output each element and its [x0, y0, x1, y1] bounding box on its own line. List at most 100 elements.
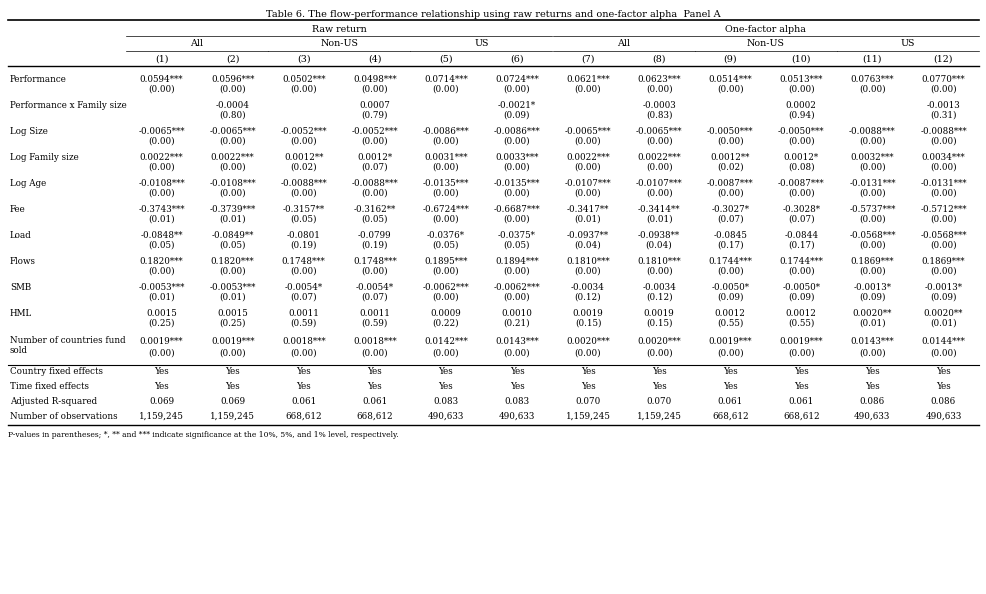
Text: -0.0054*: -0.0054* [355, 283, 393, 292]
Text: Yes: Yes [935, 382, 950, 391]
Text: -0.0087***: -0.0087*** [777, 179, 823, 188]
Text: Yes: Yes [651, 382, 666, 391]
Text: (0.17): (0.17) [716, 241, 742, 249]
Text: -0.0050*: -0.0050* [782, 283, 819, 292]
Text: (0.00): (0.00) [432, 349, 458, 358]
Text: 0.0514***: 0.0514*** [708, 74, 751, 84]
Text: 0.083: 0.083 [433, 397, 458, 406]
Text: -0.0568***: -0.0568*** [919, 230, 965, 239]
Text: (0.00): (0.00) [858, 84, 884, 93]
Text: 0.0011: 0.0011 [288, 308, 318, 318]
Text: (0.00): (0.00) [503, 214, 529, 223]
Text: -0.0849**: -0.0849** [211, 230, 253, 239]
Text: 1,159,245: 1,159,245 [565, 412, 610, 421]
Text: (0.59): (0.59) [290, 318, 317, 327]
Text: 668,612: 668,612 [285, 412, 321, 421]
Text: Log Family size: Log Family size [10, 153, 79, 162]
Text: (0.00): (0.00) [148, 349, 175, 358]
Text: Yes: Yes [438, 367, 453, 376]
Text: (0.15): (0.15) [574, 318, 600, 327]
Text: (0.00): (0.00) [219, 188, 246, 197]
Text: -0.0065***: -0.0065*** [564, 127, 610, 135]
Text: (0.05): (0.05) [361, 214, 387, 223]
Text: 0.0009: 0.0009 [430, 308, 460, 318]
Text: -0.0062***: -0.0062*** [493, 283, 539, 292]
Text: (0.01): (0.01) [645, 214, 671, 223]
Text: (0.00): (0.00) [148, 163, 175, 172]
Text: (0.00): (0.00) [148, 137, 175, 146]
Text: (0.07): (0.07) [290, 292, 317, 302]
Text: 0.070: 0.070 [575, 397, 600, 406]
Text: (0.00): (0.00) [432, 267, 458, 276]
Text: -0.6724***: -0.6724*** [422, 204, 468, 213]
Text: 0.086: 0.086 [859, 397, 884, 406]
Text: (0.00): (0.00) [858, 163, 884, 172]
Text: -0.0013*: -0.0013* [924, 283, 961, 292]
Text: (0.00): (0.00) [858, 267, 884, 276]
Text: (0.07): (0.07) [787, 214, 813, 223]
Text: (0.00): (0.00) [858, 188, 884, 197]
Text: 0.0019***: 0.0019*** [140, 337, 183, 346]
Text: Fee: Fee [10, 204, 26, 213]
Text: (0.01): (0.01) [574, 214, 600, 223]
Text: -0.0088***: -0.0088*** [280, 179, 326, 188]
Text: Yes: Yes [935, 367, 950, 376]
Text: -0.0086***: -0.0086*** [422, 127, 468, 135]
Text: Adjusted R-squared: Adjusted R-squared [10, 397, 97, 406]
Text: 0.0019***: 0.0019*** [708, 337, 751, 346]
Text: (0.25): (0.25) [219, 318, 246, 327]
Text: P-values in parentheses; *, ** and *** indicate significance at the 10%, 5%, and: P-values in parentheses; *, ** and *** i… [8, 431, 398, 439]
Text: -0.3743***: -0.3743*** [138, 204, 184, 213]
Text: Yes: Yes [296, 382, 311, 391]
Text: -0.0568***: -0.0568*** [848, 230, 894, 239]
Text: -0.0013: -0.0013 [926, 100, 959, 109]
Text: -0.0021*: -0.0021* [497, 100, 535, 109]
Text: (0.00): (0.00) [716, 267, 742, 276]
Text: (0.05): (0.05) [503, 241, 529, 249]
Text: Yes: Yes [793, 382, 808, 391]
Text: -0.0034: -0.0034 [571, 283, 604, 292]
Text: (0.00): (0.00) [432, 292, 458, 302]
Text: 0.0502***: 0.0502*** [282, 74, 325, 84]
Text: (0.00): (0.00) [787, 84, 813, 93]
Text: -0.0065***: -0.0065*** [138, 127, 184, 135]
Text: 490,633: 490,633 [924, 412, 960, 421]
Text: (10): (10) [791, 55, 810, 64]
Text: 0.0770***: 0.0770*** [921, 74, 964, 84]
Text: Yes: Yes [367, 382, 382, 391]
Text: Yes: Yes [651, 367, 666, 376]
Text: (0.00): (0.00) [645, 349, 671, 358]
Text: -0.0050*: -0.0050* [711, 283, 748, 292]
Text: Yes: Yes [154, 367, 169, 376]
Text: (0.00): (0.00) [432, 214, 458, 223]
Text: (0.00): (0.00) [432, 137, 458, 146]
Text: -0.0003: -0.0003 [642, 100, 675, 109]
Text: (7): (7) [581, 55, 595, 64]
Text: 0.0763***: 0.0763*** [850, 74, 893, 84]
Text: 0.0513***: 0.0513*** [779, 74, 822, 84]
Text: 0.0498***: 0.0498*** [353, 74, 396, 84]
Text: -0.0034: -0.0034 [642, 283, 675, 292]
Text: (0.00): (0.00) [148, 267, 175, 276]
Text: 0.1748***: 0.1748*** [282, 257, 325, 266]
Text: (0.00): (0.00) [645, 137, 671, 146]
Text: (0.00): (0.00) [148, 188, 175, 197]
Text: Country fixed effects: Country fixed effects [10, 367, 103, 376]
Text: 0.1820***: 0.1820*** [140, 257, 183, 266]
Text: 0.0019: 0.0019 [643, 308, 673, 318]
Text: 0.0022***: 0.0022*** [140, 153, 183, 162]
Text: Performance: Performance [10, 74, 67, 84]
Text: (0.00): (0.00) [645, 84, 671, 93]
Text: 1,159,245: 1,159,245 [636, 412, 681, 421]
Text: Yes: Yes [864, 367, 879, 376]
Text: -0.0062***: -0.0062*** [422, 283, 468, 292]
Text: 668,612: 668,612 [782, 412, 818, 421]
Text: (0.01): (0.01) [219, 292, 246, 302]
Text: (0.00): (0.00) [290, 349, 317, 358]
Text: Yes: Yes [296, 367, 311, 376]
Text: (0.00): (0.00) [858, 137, 884, 146]
Text: Yes: Yes [154, 382, 169, 391]
Text: 0.086: 0.086 [930, 397, 955, 406]
Text: (0.09): (0.09) [858, 292, 884, 302]
Text: (0.05): (0.05) [432, 241, 458, 249]
